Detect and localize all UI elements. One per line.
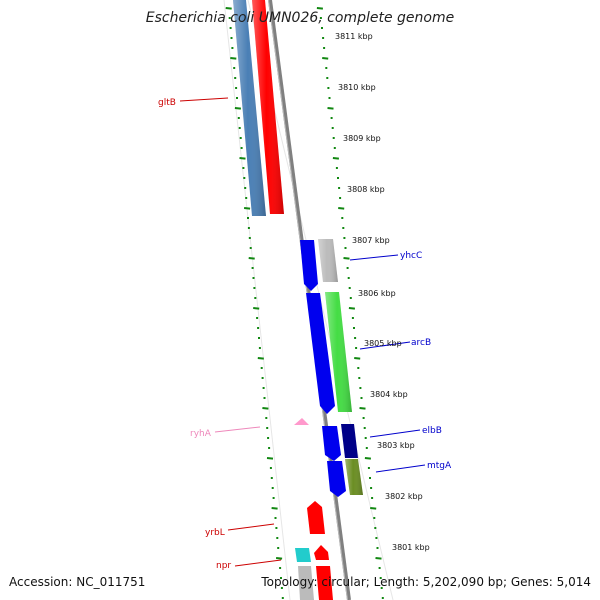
inner-tick — [253, 307, 260, 310]
inner-tick — [225, 7, 232, 10]
leader-arcB — [359, 341, 411, 350]
feature-arcB-gene-shade — [325, 292, 352, 412]
outer-tick — [375, 557, 382, 560]
feature-gltB-gene-shade — [252, 0, 284, 214]
tick-marks-inner — [225, 7, 284, 599]
feature-npr-gene[interactable] — [314, 545, 329, 560]
inner-tick — [234, 107, 241, 110]
feature-npr-gene-lower[interactable] — [316, 566, 333, 600]
kbp-label-3804: 3804 kbp — [370, 390, 408, 399]
feature-elbB-cds[interactable] — [322, 426, 341, 461]
inner-tick — [266, 457, 274, 460]
inner-track-ring — [223, 0, 291, 600]
feature-gltB-cds-shade — [233, 0, 266, 216]
feature-npr-cds-lower[interactable] — [298, 566, 314, 600]
leader-elbB — [369, 429, 421, 438]
outer-tick — [338, 207, 345, 210]
gene-label-ryhA[interactable]: ryhA — [190, 429, 212, 439]
gene-label-yhcC[interactable]: yhcC — [400, 251, 422, 261]
leader-gltB — [179, 97, 229, 102]
tick-marks-outer — [316, 7, 384, 599]
feature-yhcC-gene-shade — [318, 239, 338, 282]
feature-yrbL-gene[interactable] — [307, 501, 325, 534]
inner-tick — [262, 407, 269, 410]
kbp-label-3802: 3802 kbp — [385, 492, 423, 501]
outer-tick — [327, 107, 334, 110]
outer-tick — [316, 7, 323, 10]
kbp-label-3806: 3806 kbp — [358, 289, 396, 298]
gene-label-yrbL[interactable]: yrbL — [205, 528, 225, 538]
outer-tick — [348, 307, 355, 310]
outer-tick — [322, 57, 329, 60]
inner-tick — [248, 257, 255, 260]
kbp-label-3811: 3811 kbp — [335, 32, 373, 41]
leader-yhcC — [349, 254, 399, 261]
feature-npr-cds[interactable] — [295, 548, 311, 562]
feature-ryhA-rna[interactable] — [294, 418, 309, 425]
accession-label: Accession: NC_011751 — [9, 575, 145, 589]
kbp-label-3810: 3810 kbp — [338, 83, 376, 92]
kbp-label-3805: 3805 kbp — [364, 339, 402, 348]
outer-tick — [332, 157, 339, 160]
feature-mtgA-gene-shade — [345, 459, 363, 495]
feature-arcB-cds[interactable] — [306, 293, 335, 414]
leader-npr — [234, 559, 282, 567]
inner-tick — [244, 207, 251, 210]
feature-mtgA-cds[interactable] — [327, 461, 346, 497]
kbp-label-3801: 3801 kbp — [392, 543, 430, 552]
outer-tick — [370, 507, 377, 510]
map-title: Escherichia coli UMN026, complete genome — [146, 10, 454, 26]
inner-tick — [276, 557, 283, 560]
feature-elbB-gene[interactable] — [341, 424, 358, 458]
inner-tick — [239, 157, 246, 160]
leader-yrbL — [227, 523, 275, 531]
feature-yhcC-cds[interactable] — [300, 240, 318, 291]
leader-ryhA — [214, 426, 261, 433]
inner-tick — [230, 57, 237, 60]
topology-summary: Topology: circular; Length: 5,202,090 bp… — [260, 575, 591, 589]
gene-label-elbB[interactable]: elbB — [422, 426, 442, 436]
gene-label-npr[interactable]: npr — [216, 561, 231, 571]
outer-tick — [364, 457, 371, 460]
kbp-label-3807: 3807 kbp — [352, 236, 390, 245]
kbp-label-3809: 3809 kbp — [343, 134, 381, 143]
inner-tick — [257, 357, 264, 360]
gene-label-arcB[interactable]: arcB — [411, 338, 431, 348]
leader-mtgA — [375, 464, 426, 473]
outer-tick — [359, 407, 366, 410]
inner-tick — [271, 507, 278, 510]
outer-tick — [343, 257, 350, 260]
gene-label-mtgA[interactable]: mtgA — [427, 461, 452, 471]
outer-tick — [354, 357, 361, 360]
gene-label-gltB[interactable]: gltB — [158, 98, 176, 108]
kbp-label-3803: 3803 kbp — [377, 441, 415, 450]
kbp-label-3808: 3808 kbp — [347, 185, 385, 194]
